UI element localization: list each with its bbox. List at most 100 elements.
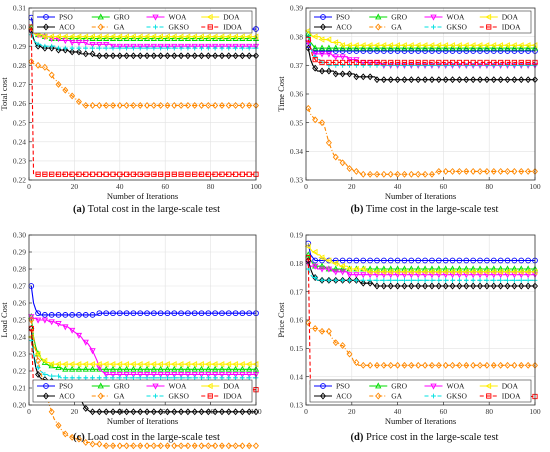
data-point xyxy=(422,62,428,68)
data-point xyxy=(184,408,191,416)
data-point xyxy=(56,373,61,379)
series-idoa xyxy=(305,36,538,66)
data-point xyxy=(470,167,477,175)
data-point xyxy=(137,365,144,372)
data-point xyxy=(144,45,150,51)
data-point xyxy=(232,372,239,379)
data-point xyxy=(88,33,95,40)
data-point xyxy=(360,272,367,279)
data-point xyxy=(246,442,253,450)
data-point xyxy=(82,33,89,40)
chart-panel: 0 20 40 60 80 100 0.20 0.21 0.22 0.23 0.24 0.25 0.26… xyxy=(0,231,262,450)
data-point xyxy=(347,277,352,283)
data-point xyxy=(96,102,103,109)
legend-label: IDOA xyxy=(223,392,242,401)
legend-item-woa: WOA xyxy=(424,382,465,391)
y-tick-label: 0.28 xyxy=(13,61,26,70)
legend-label: PSO xyxy=(336,382,350,391)
legend-label: GKSO xyxy=(169,23,190,32)
data-point xyxy=(55,80,62,88)
data-point xyxy=(157,442,164,450)
data-point xyxy=(191,408,198,416)
data-point xyxy=(164,408,171,416)
data-point xyxy=(123,52,130,60)
data-point xyxy=(96,41,103,48)
data-point xyxy=(116,442,123,450)
series-line xyxy=(307,44,535,52)
y-tick-label: 0.24 xyxy=(13,333,26,342)
data-point xyxy=(394,257,401,264)
legend-label: DOA xyxy=(502,382,519,391)
data-point xyxy=(232,442,239,450)
data-point xyxy=(443,62,449,68)
data-point xyxy=(312,44,319,51)
data-point xyxy=(332,339,339,347)
legend-marker xyxy=(486,393,492,399)
data-point xyxy=(232,52,239,60)
legend-marker xyxy=(320,383,326,389)
y-tick-label: 0.23 xyxy=(13,156,26,165)
x-tick-label: 40 xyxy=(394,407,402,416)
data-point xyxy=(388,59,394,66)
data-point xyxy=(137,171,143,177)
legend-item-doa: DOA xyxy=(201,382,240,391)
legend-marker xyxy=(430,383,437,390)
data-point xyxy=(394,59,401,66)
data-point xyxy=(226,171,232,177)
data-point xyxy=(312,64,319,72)
data-point xyxy=(89,50,96,58)
legend-label: WOA xyxy=(447,13,465,22)
data-point xyxy=(198,365,205,372)
data-point xyxy=(116,52,123,60)
data-point xyxy=(484,257,490,264)
data-point xyxy=(305,319,312,327)
x-axis-label: Number of Iterations xyxy=(107,191,178,201)
data-point xyxy=(347,62,352,68)
legend-item-woa: WOA xyxy=(146,13,187,22)
data-point xyxy=(239,45,245,51)
data-point xyxy=(177,33,184,40)
data-point xyxy=(102,33,109,40)
data-point xyxy=(143,361,150,368)
data-point xyxy=(429,277,435,283)
data-point xyxy=(339,342,346,349)
data-point xyxy=(116,102,123,109)
data-point xyxy=(428,268,435,275)
legend-marker xyxy=(485,13,492,21)
legend-box xyxy=(32,10,253,34)
legend-item-doa: DOA xyxy=(479,13,519,22)
data-point xyxy=(401,282,408,290)
data-point xyxy=(394,361,401,369)
data-point xyxy=(34,31,41,38)
legend-item-ga: GA xyxy=(369,23,403,32)
data-point xyxy=(56,45,61,51)
data-point xyxy=(225,43,232,50)
data-point xyxy=(245,361,252,368)
legend-marker xyxy=(320,14,326,20)
data-point xyxy=(157,43,164,50)
x-tick-label: 20 xyxy=(348,182,356,191)
legend: PSO GRO WOA DOA ACO GA GKSO IDOA xyxy=(309,10,532,34)
data-point xyxy=(96,310,103,317)
data-point xyxy=(158,171,164,177)
legend-item-aco: ACO xyxy=(314,23,352,32)
data-point xyxy=(319,327,326,335)
data-point xyxy=(164,310,171,317)
series-line xyxy=(30,61,256,107)
data-point xyxy=(367,257,373,264)
data-point xyxy=(484,59,490,66)
data-point xyxy=(326,59,332,66)
data-point xyxy=(185,171,191,177)
data-point xyxy=(380,76,387,84)
data-point xyxy=(325,36,332,43)
series-line xyxy=(307,260,535,287)
data-point xyxy=(69,433,76,441)
data-point xyxy=(483,167,490,175)
legend-item-gkso: GKSO xyxy=(146,392,190,401)
data-point xyxy=(470,277,476,283)
data-point xyxy=(205,375,211,381)
series-doa xyxy=(304,243,538,275)
data-point xyxy=(96,45,102,51)
data-point xyxy=(246,52,253,60)
legend-marker xyxy=(153,24,158,30)
